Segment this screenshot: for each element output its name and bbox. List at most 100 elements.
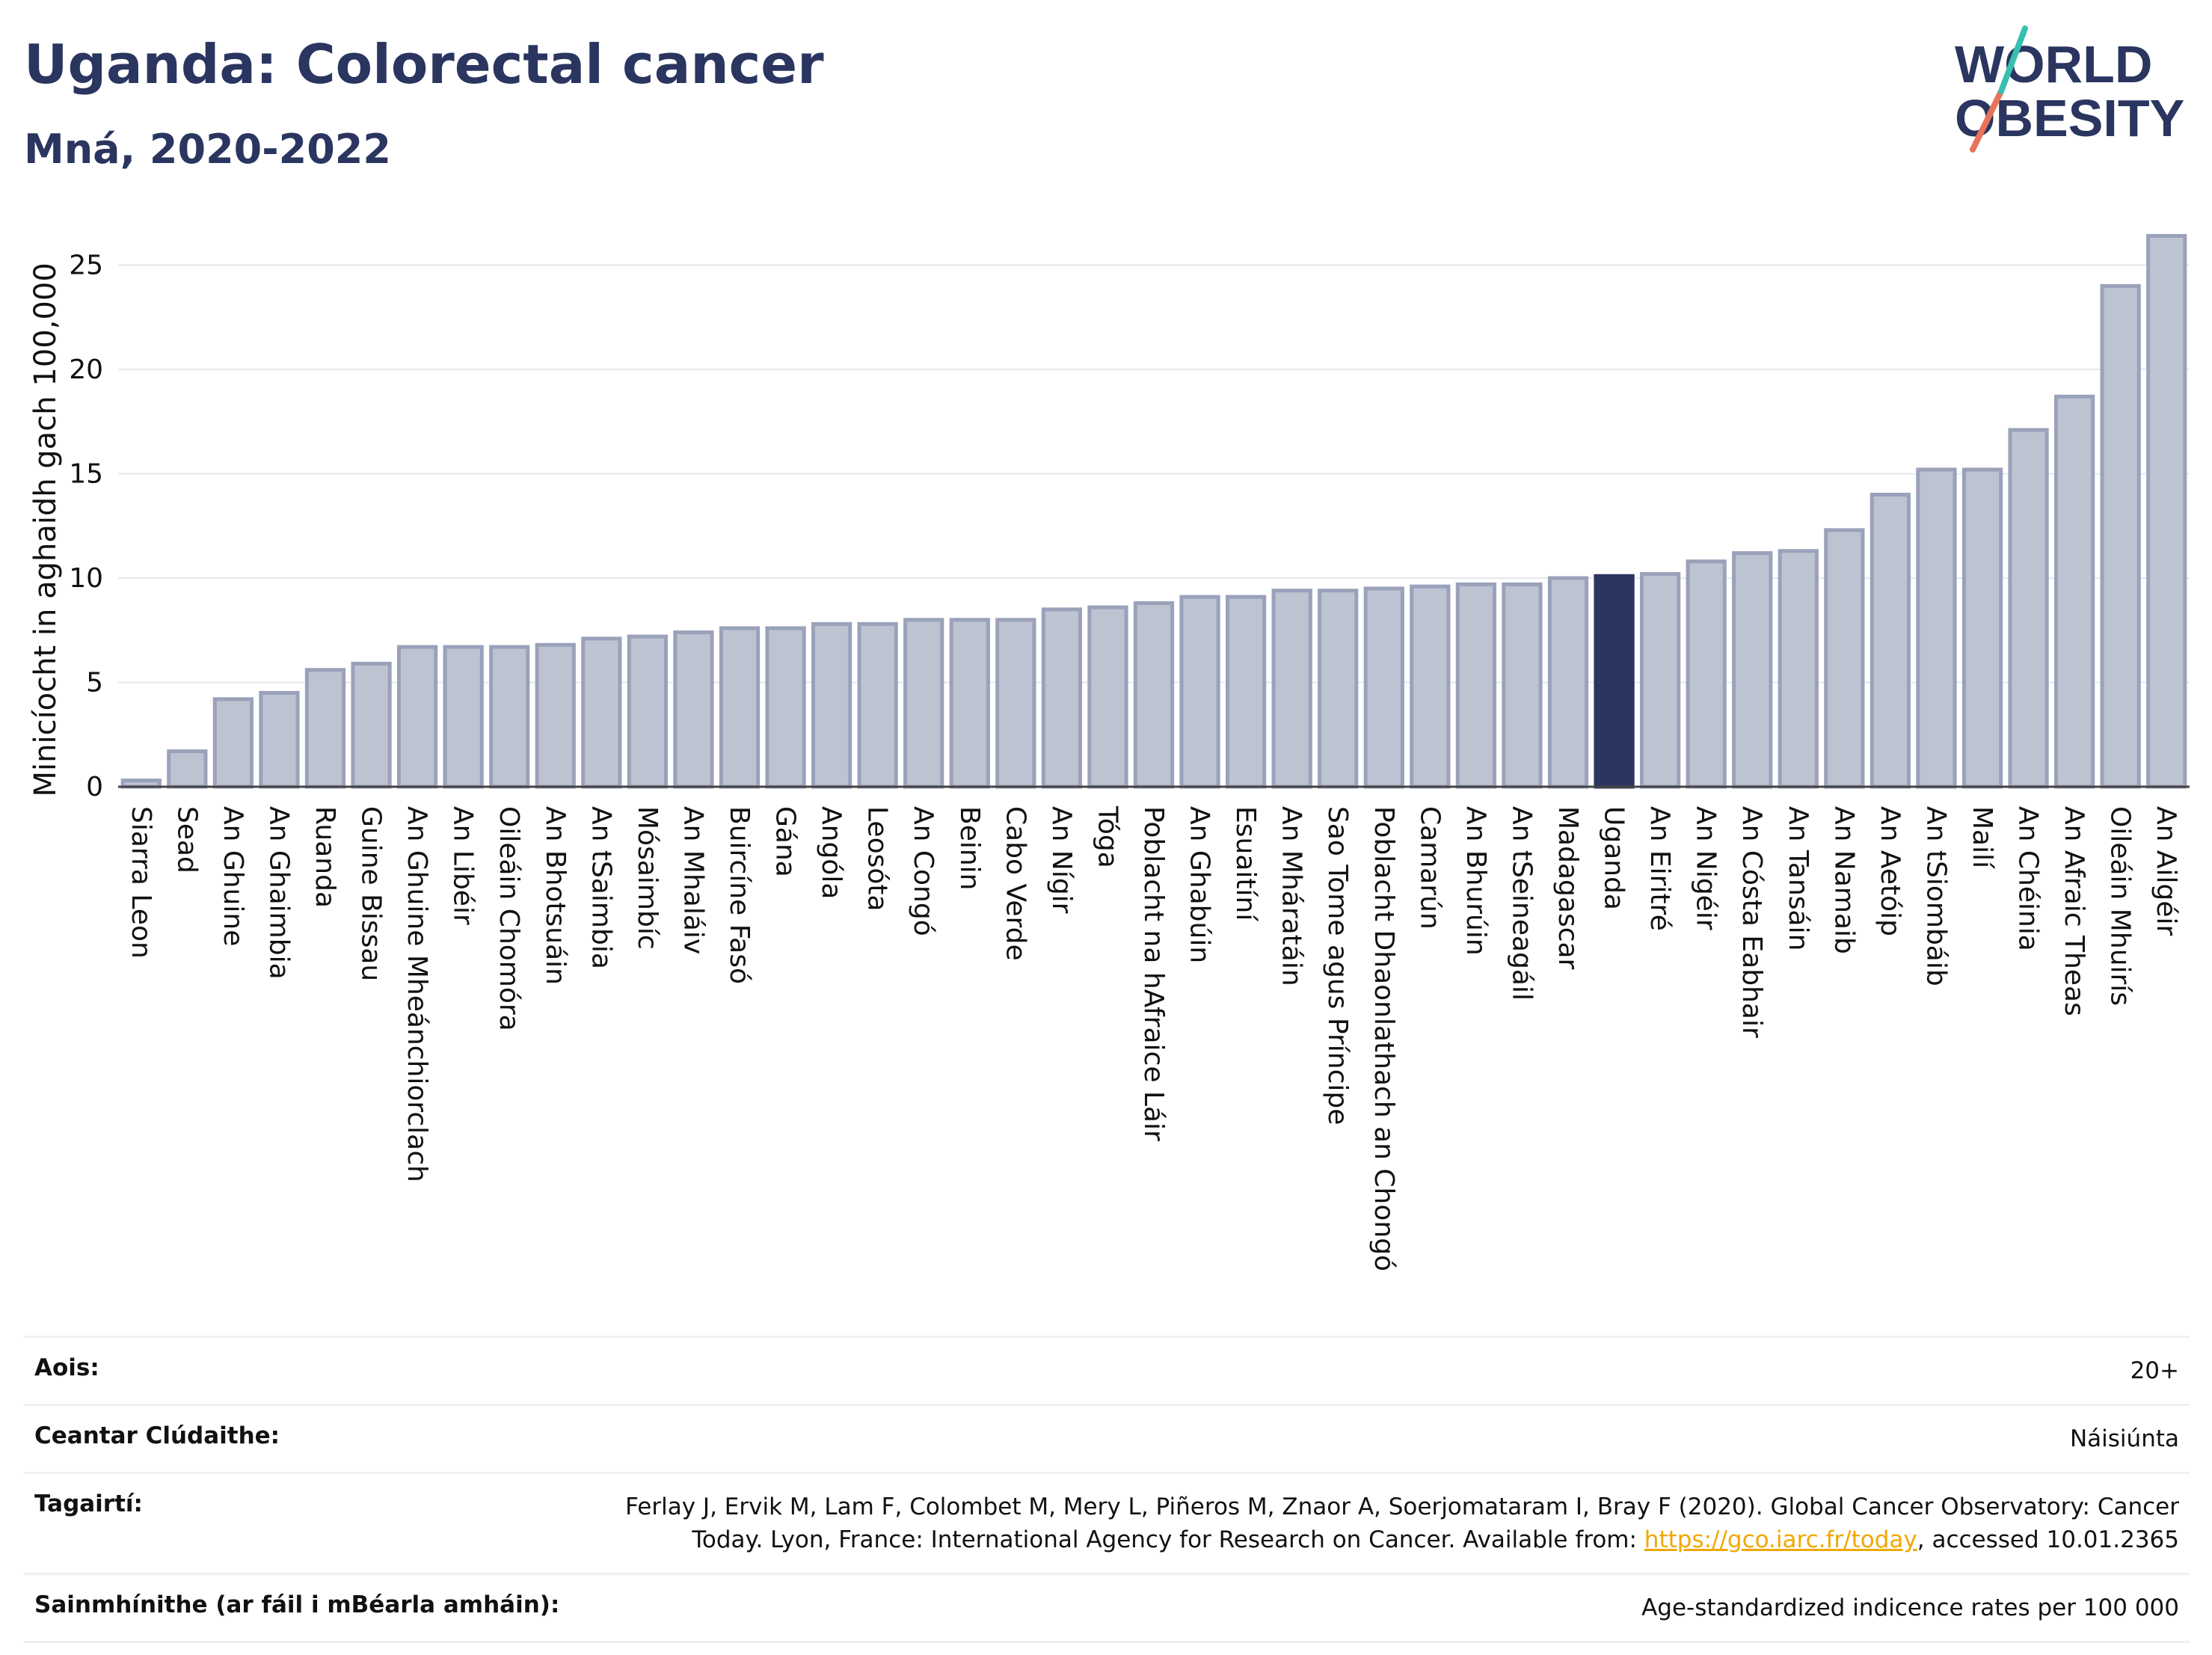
bar	[1318, 589, 1359, 789]
x-tick-label: An Nígir	[1046, 806, 1077, 914]
bar	[719, 626, 761, 789]
x-tick-label: An Tansáin	[1783, 806, 1813, 951]
metadata-table: Aois: 20+ Ceantar Clúdaithe: Náisiúnta T…	[24, 1336, 2190, 1643]
bar	[1639, 571, 1681, 789]
x-tick-label: Buircíne Fasó	[724, 806, 755, 984]
references-label: Tagairtí:	[34, 1490, 143, 1517]
y-tick-label: 20	[69, 354, 103, 385]
x-tick-label: Madagascar	[1552, 806, 1583, 970]
x-tick-label: Oileáin Mhuirís	[2105, 806, 2136, 1006]
x-tick-label: An Cósta Eabhair	[1736, 806, 1767, 1038]
bar	[1824, 528, 1865, 789]
bar	[949, 618, 990, 789]
bar	[903, 618, 944, 789]
x-tick-label: Guine Bissau	[356, 806, 387, 981]
bar	[2100, 283, 2141, 789]
x-tick-label: Sead	[171, 806, 202, 873]
x-tick-label: Sao Tome agus Príncipe	[1322, 806, 1353, 1125]
x-tick-label: Mailí	[1967, 806, 1997, 869]
y-tick-label: 25	[69, 251, 103, 281]
x-tick-label: Cabo Verde	[1000, 806, 1030, 961]
coverage-value: Náisiúnta	[2069, 1425, 2179, 1452]
bar	[1133, 601, 1175, 789]
x-tick-label: Esuaitíní	[1230, 806, 1261, 921]
x-tick-label: An tSiombáib	[1920, 806, 1951, 986]
coverage-label: Ceantar Clúdaithe:	[34, 1422, 280, 1449]
x-tick-label: Uganda	[1599, 806, 1629, 910]
x-tick-label: An Namaib	[1828, 806, 1859, 954]
logo-line1: WORLD	[1955, 35, 2152, 93]
x-tick-label: Leosóta	[862, 806, 893, 912]
meta-row-age: Aois: 20+	[24, 1336, 2190, 1404]
x-tick-label: An Afraic Theas	[2059, 806, 2089, 1016]
bar	[304, 668, 346, 789]
x-tick-label: Camarún	[1414, 806, 1445, 930]
bar	[1916, 467, 1957, 789]
bar	[811, 621, 852, 789]
bar	[1225, 595, 1267, 789]
references-text: Ferlay J, Ervik M, Lam F, Colombet M, Me…	[625, 1493, 2179, 1553]
x-tick-label: Mósaimbíc	[632, 806, 663, 950]
bar	[673, 630, 714, 789]
bar	[1778, 549, 1819, 789]
bar	[581, 636, 622, 789]
x-tick-label: Tóga	[1092, 805, 1122, 868]
x-tick-label: An tSaimbia	[586, 806, 616, 969]
y-tick-label: 10	[69, 563, 103, 594]
bar	[1870, 492, 1911, 789]
bar	[765, 626, 806, 789]
bar	[443, 645, 484, 789]
bar	[1547, 576, 1589, 789]
y-tick-label: 5	[86, 668, 103, 698]
logo-slash-upper	[1998, 25, 2028, 94]
y-axis-label: Minicíocht in aghaidh gach 100,000	[28, 262, 63, 796]
references-value: Ferlay J, Ervik M, Lam F, Colombet M, Me…	[609, 1490, 2179, 1556]
world-obesity-logo: WORLD OBESITY	[1955, 25, 2184, 153]
references-link[interactable]: https://gco.iarc.fr/today	[1644, 1526, 1917, 1553]
chart-title: Uganda: Colorectal cancer	[24, 33, 824, 96]
bar	[995, 618, 1036, 789]
y-tick-label: 15	[69, 459, 103, 490]
x-tick-label: An Ghuine Mheánchiorclach	[402, 806, 432, 1182]
x-tick-label: An Ghaimbia	[263, 806, 294, 980]
definitions-value: Age-standardized indicence rates per 100…	[1641, 1594, 2179, 1621]
bar	[212, 697, 254, 789]
x-tick-label: Gána	[770, 806, 801, 877]
references-accessed: , accessed 10.01.2365	[1917, 1526, 2179, 1553]
meta-row-definitions: Sainmhínithe (ar fáil i mBéarla amháin):…	[24, 1573, 2190, 1643]
bar	[351, 661, 392, 789]
bar	[2146, 233, 2187, 789]
age-value: 20+	[2130, 1357, 2179, 1384]
bar	[1502, 582, 1543, 789]
definitions-label: Sainmhínithe (ar fáil i mBéarla amháin):	[34, 1591, 560, 1618]
bar	[2053, 394, 2095, 789]
meta-row-coverage: Ceantar Clúdaithe: Náisiúnta	[24, 1404, 2190, 1472]
x-tick-label: Siarra Leon	[126, 806, 156, 959]
x-tick-label: An Ghabúin	[1185, 806, 1215, 963]
x-tick-label: An Ailgéir	[2151, 806, 2181, 936]
chart-subtitle: Mná, 2020-2022	[24, 126, 391, 173]
x-tick-label: An Eiritré	[1644, 806, 1675, 931]
x-tick-label: An Mhaláiv	[678, 806, 708, 954]
bar	[535, 642, 576, 789]
x-tick-label: An Aetóip	[1875, 806, 1905, 936]
bar	[857, 621, 898, 789]
bar	[1410, 584, 1451, 789]
x-tick-label: An Congó	[908, 806, 938, 936]
x-tick-label: Oileáin Chomóra	[494, 806, 524, 1031]
bar	[1363, 586, 1404, 789]
bar	[1455, 582, 1497, 789]
x-tick-label: Poblacht na hAfraice Láir	[1138, 806, 1169, 1141]
bar	[627, 634, 669, 789]
x-tick-label: An tSeineagáil	[1506, 806, 1537, 1001]
logo-slash-lower	[1970, 88, 2004, 153]
logo-line2: OBESITY	[1955, 89, 2184, 147]
bar	[1271, 589, 1312, 789]
x-tick-label: An Nigéir	[1691, 806, 1721, 930]
bar	[1961, 467, 2003, 789]
age-label: Aois:	[34, 1354, 99, 1381]
bar	[1686, 559, 1727, 789]
x-tick-label: An Bhotsuáin	[540, 806, 571, 985]
x-tick-label: An Bhurúin	[1460, 806, 1491, 956]
